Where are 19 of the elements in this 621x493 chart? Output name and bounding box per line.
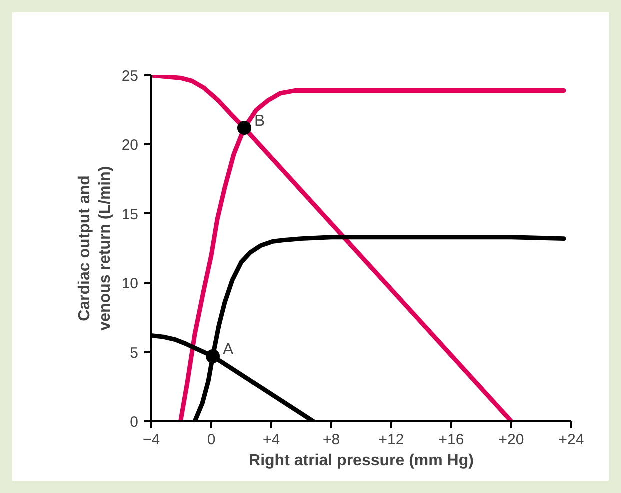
x-tick-label: +8 <box>322 432 340 448</box>
x-tick-label: −4 <box>142 432 160 448</box>
y-tick-label: 20 <box>122 137 139 154</box>
y-axis-title: Cardiac output and venous return (L/min) <box>76 166 114 331</box>
x-tick-label: +4 <box>262 432 280 448</box>
x-tick-label: +20 <box>498 432 524 448</box>
y-tick-label: 5 <box>130 344 138 362</box>
annotation: B <box>254 113 266 130</box>
x-axis-title: Right atrial pressure (mm Hg) <box>249 452 474 470</box>
annotation: A <box>223 341 234 358</box>
y-tick-label: 25 <box>122 68 139 85</box>
line-series <box>178 88 566 422</box>
y-tick-label: 15 <box>122 206 139 224</box>
y-tick-label: 10 <box>122 276 139 293</box>
y-tick-label: 0 <box>130 414 138 431</box>
x-tick-label: 0 <box>207 432 216 448</box>
x-tick-label: +16 <box>438 432 464 448</box>
x-tick-label: +24 <box>558 432 584 448</box>
x-tick-label: +12 <box>378 432 404 448</box>
